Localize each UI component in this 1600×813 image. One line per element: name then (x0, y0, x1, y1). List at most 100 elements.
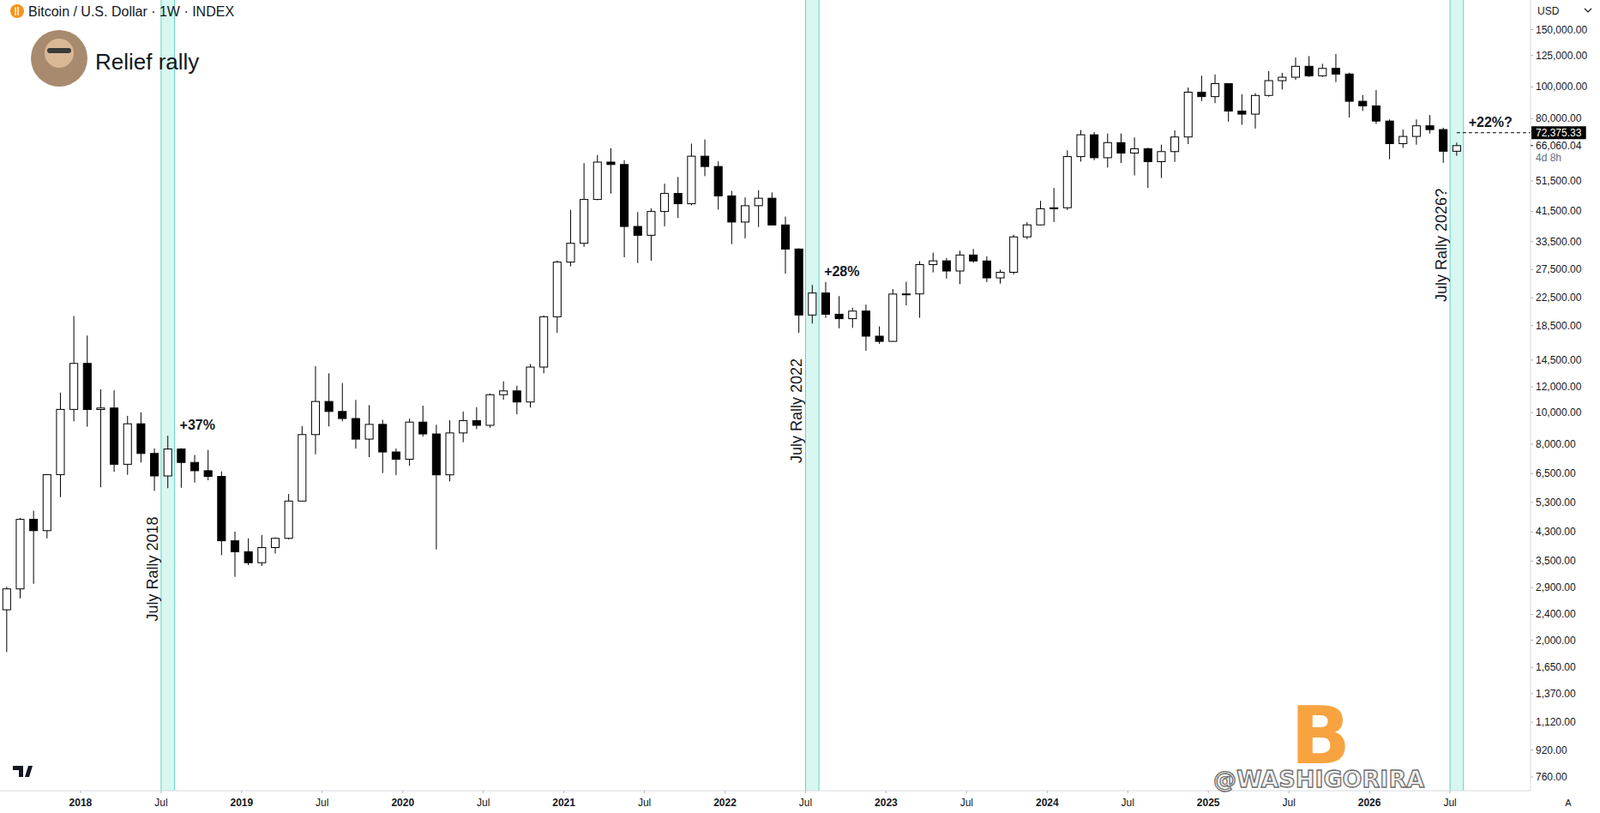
rally-gain: +28% (824, 264, 860, 279)
candle-wick (1241, 94, 1243, 125)
candle-body (942, 260, 951, 271)
candle-body (391, 451, 400, 459)
y-tick-label: 1,370.00 (1535, 687, 1576, 700)
band-label: July Rally 2026? (1432, 188, 1450, 302)
candle-wick (1429, 114, 1431, 133)
x-tick (1208, 790, 1210, 794)
watermark: @WASHIGORIRA (1213, 765, 1425, 793)
y-tick-label: 33,500.00 (1535, 235, 1582, 248)
candle-body (2, 589, 11, 610)
candle-body (163, 449, 172, 476)
candle-body (875, 336, 884, 342)
candle-body (298, 434, 307, 502)
x-tick-label: Jul (799, 796, 813, 809)
y-tick-label: 41,500.00 (1535, 204, 1582, 217)
y-tick-label: 4,300.00 (1535, 525, 1576, 538)
target-label: 72,375.33 (1535, 126, 1582, 139)
candle-body (889, 294, 897, 342)
candle-wick (328, 372, 330, 427)
x-tick (1127, 790, 1129, 794)
y-tick (1530, 721, 1534, 723)
y-tick (1530, 531, 1534, 533)
y-tick (1530, 180, 1534, 181)
candle-body (1264, 80, 1273, 96)
y-tick (1530, 692, 1534, 694)
candle-body (1117, 142, 1125, 153)
y-tick-label: 2,400.00 (1535, 607, 1576, 620)
candle-body (969, 254, 978, 261)
candle-body (1103, 142, 1112, 158)
candle-body (338, 411, 347, 419)
y-tick-label: 2,000.00 (1535, 634, 1576, 647)
candle-body (526, 366, 535, 403)
candle-body (848, 311, 857, 319)
candle-body (794, 248, 803, 315)
x-tick (643, 790, 645, 794)
candle-body (83, 363, 91, 410)
candle-body (1076, 134, 1085, 157)
candle-body (16, 519, 25, 590)
candle-body (700, 156, 709, 167)
x-tick (1449, 790, 1451, 794)
candle-body (96, 408, 105, 410)
y-tick-label: 1,120.00 (1535, 715, 1576, 728)
candle-body (150, 453, 159, 476)
candle-wick (234, 531, 236, 578)
candle-body (445, 433, 454, 476)
candle-body (486, 394, 494, 426)
x-tick-label: Jul (960, 796, 974, 809)
x-tick (160, 790, 162, 794)
x-tick (885, 790, 887, 794)
x-tick-label: 2022 (713, 796, 737, 809)
last-price-label: 66,060.04 (1535, 139, 1582, 152)
y-tick-label: 1,650.00 (1535, 661, 1576, 674)
candle-body (620, 164, 629, 227)
candle-body (190, 462, 199, 471)
candle-body (835, 313, 843, 319)
candle-body (754, 198, 763, 206)
y-tick (1530, 560, 1534, 562)
bands (161, 0, 1464, 791)
avatar-glasses (47, 48, 72, 54)
candle-body (1425, 126, 1434, 130)
candle-body (1224, 84, 1233, 112)
y-tick (1530, 501, 1534, 503)
band-label: July Rally 2022 (787, 358, 806, 464)
symbol-icon-mark (15, 6, 19, 16)
y-tick-label: 80,000.00 (1535, 112, 1582, 125)
candle-body (727, 195, 736, 223)
candle-body (217, 475, 226, 541)
candle-body (1385, 120, 1394, 144)
candle-wick (1053, 187, 1055, 223)
x-tick-label: Jul (1281, 796, 1295, 809)
target-label-box (1531, 126, 1587, 139)
candle-body (1130, 148, 1139, 153)
y-tick-label: 22,500.00 (1535, 291, 1582, 304)
candle-body (1345, 73, 1354, 102)
candle-wick (100, 389, 102, 488)
candle-wick (475, 407, 477, 430)
candle-body (351, 418, 360, 440)
candle-body (1010, 236, 1018, 272)
candle-body (204, 470, 212, 477)
x-tick (724, 790, 726, 794)
candles (2, 54, 1531, 652)
candle-body (284, 500, 293, 538)
highlight-band (1449, 0, 1464, 791)
candle-body (1050, 207, 1059, 209)
candle-body (472, 420, 481, 425)
y-tick (1530, 118, 1534, 120)
candle-body (633, 226, 642, 235)
candle-body (647, 211, 656, 236)
title: Relief rally (95, 48, 199, 75)
candle-body (553, 262, 561, 318)
y-tick (1530, 639, 1534, 641)
candle-body (365, 424, 373, 440)
x-tick (1046, 790, 1048, 794)
avatar-face (44, 38, 74, 68)
x-tick (321, 790, 323, 794)
candle-body (459, 420, 468, 433)
y-tick-label: 10,000.00 (1535, 406, 1582, 419)
x-tick-label: Jul (1121, 796, 1135, 809)
currency: USD (1537, 5, 1560, 18)
